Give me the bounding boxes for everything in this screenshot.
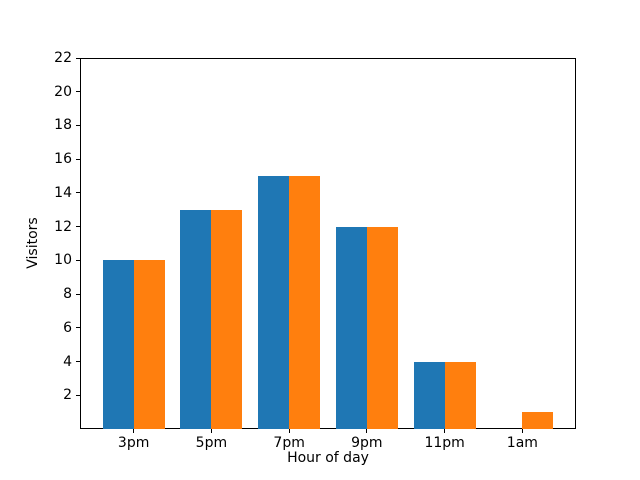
x-tick-mark-1am xyxy=(521,429,523,433)
y-tick-label-4: 4 xyxy=(63,353,72,370)
y-tick-label-18: 18 xyxy=(54,117,72,134)
y-tick-mark-2 xyxy=(76,394,80,396)
y-tick-mark-4 xyxy=(76,361,80,363)
y-tick-label-10: 10 xyxy=(54,252,72,269)
x-tick-label-9pm: 9pm xyxy=(351,435,383,451)
y-tick-label-22: 22 xyxy=(54,50,72,66)
y-tick-mark-6 xyxy=(76,327,80,329)
bar-orange-1am xyxy=(522,412,554,429)
y-tick-mark-12 xyxy=(76,226,80,228)
x-tick-label-11pm: 11pm xyxy=(424,435,465,451)
y-tick-mark-22 xyxy=(76,57,80,59)
y-tick-mark-10 xyxy=(76,259,80,261)
bar-orange-3pm xyxy=(133,260,165,429)
y-tick-label-20: 20 xyxy=(54,83,72,100)
x-tick-mark-9pm xyxy=(366,429,368,433)
bar-orange-9pm xyxy=(366,226,398,429)
bar-blue-5pm xyxy=(180,209,212,429)
bar-blue-9pm xyxy=(335,226,367,429)
bar-orange-11pm xyxy=(444,361,476,429)
y-tick-label-2: 2 xyxy=(63,387,72,404)
x-axis-label: Hour of day xyxy=(287,450,369,466)
bar-blue-11pm xyxy=(413,361,445,429)
y-tick-mark-16 xyxy=(76,158,80,160)
x-tick-mark-5pm xyxy=(210,429,212,433)
y-tick-label-6: 6 xyxy=(63,319,72,336)
bar-blue-7pm xyxy=(258,176,290,429)
x-tick-label-7pm: 7pm xyxy=(273,435,305,451)
x-tick-mark-3pm xyxy=(133,429,135,433)
y-tick-label-12: 12 xyxy=(54,218,72,235)
y-tick-label-16: 16 xyxy=(54,151,72,168)
bar-blue-3pm xyxy=(102,260,134,429)
x-tick-label-3pm: 3pm xyxy=(117,435,150,451)
x-tick-label-5pm: 5pm xyxy=(195,435,228,451)
x-tick-mark-7pm xyxy=(288,429,290,433)
x-tick-label-1am: 1am xyxy=(506,435,538,451)
y-tick-mark-14 xyxy=(76,192,80,194)
bar-orange-7pm xyxy=(289,176,321,429)
bar-orange-5pm xyxy=(211,209,243,429)
y-tick-mark-8 xyxy=(76,293,80,295)
x-tick-mark-11pm xyxy=(444,429,446,433)
y-tick-mark-20 xyxy=(76,91,80,93)
y-tick-label-14: 14 xyxy=(54,184,72,201)
y-tick-mark-18 xyxy=(76,124,80,126)
y-tick-label-8: 8 xyxy=(63,286,72,303)
